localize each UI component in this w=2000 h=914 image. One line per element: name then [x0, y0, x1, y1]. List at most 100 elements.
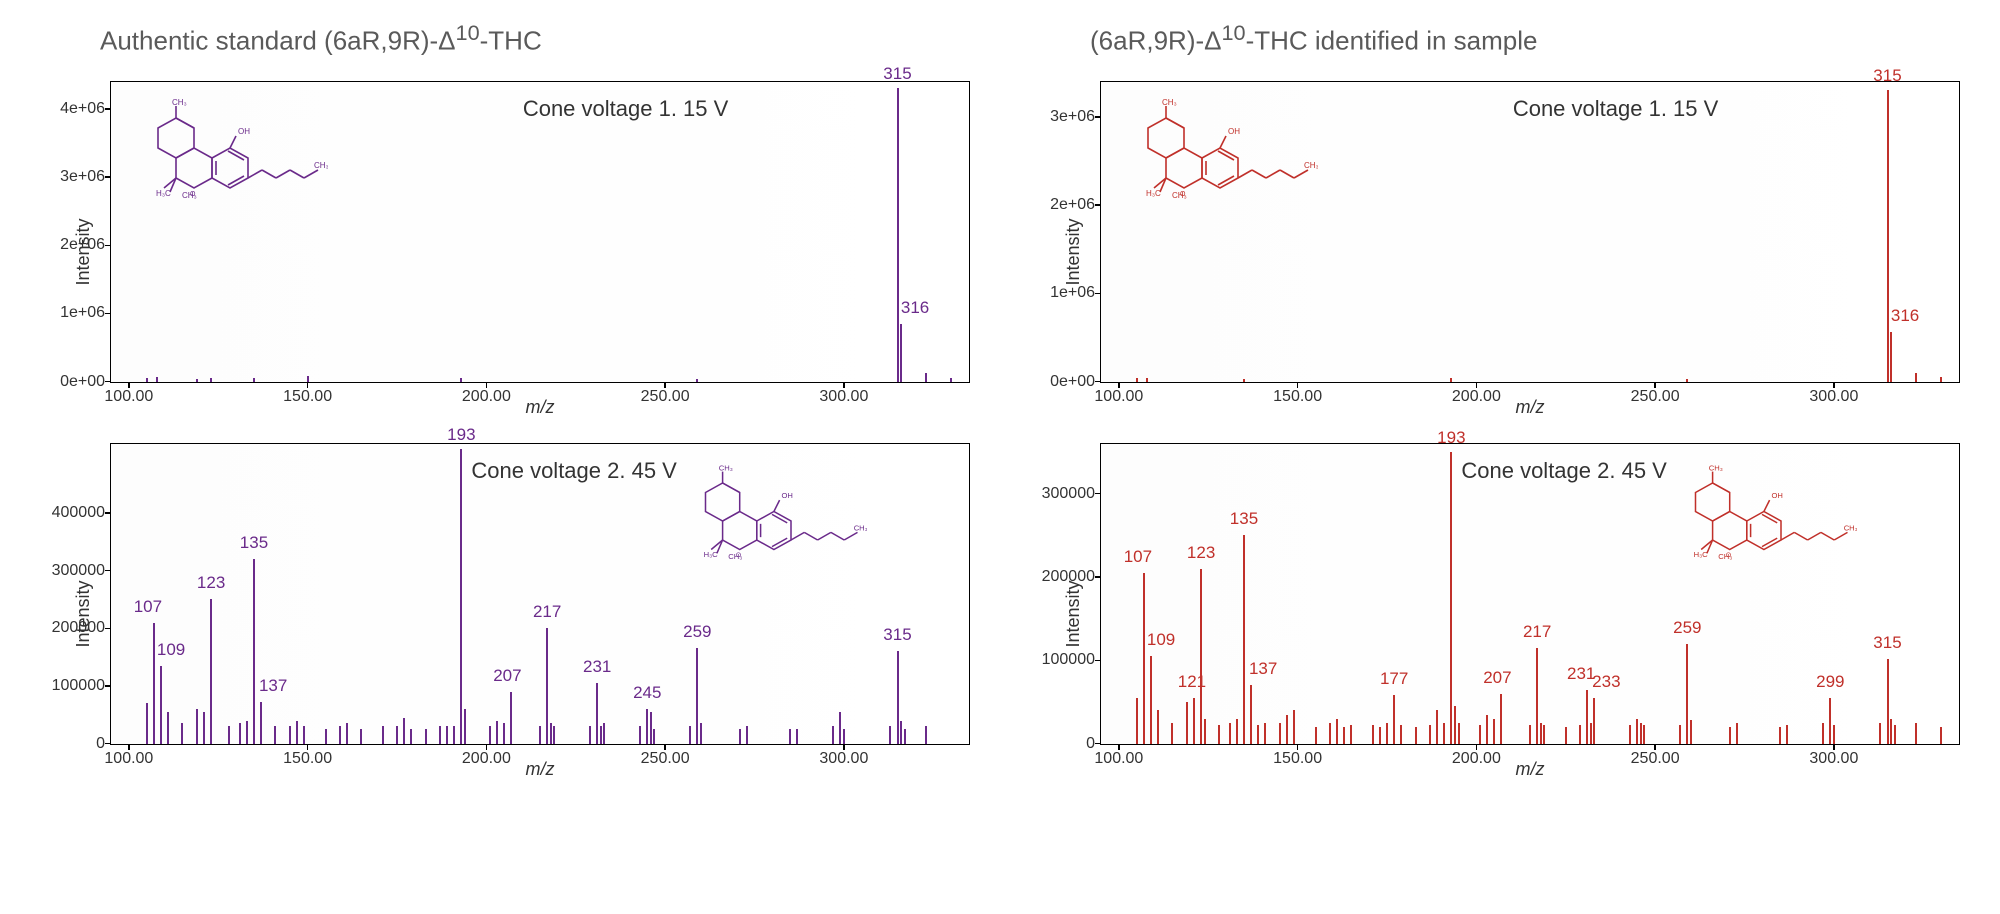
peak-bar	[396, 726, 398, 743]
peak-bar	[464, 709, 466, 744]
peak-bar	[239, 723, 241, 743]
spectrum-panel-0-1: Intensitym/zCone voltage 1. 15 V	[1030, 81, 1960, 423]
peak-bar	[1894, 725, 1896, 743]
peak-bar	[1193, 698, 1195, 744]
peak-bar	[1200, 569, 1202, 744]
peak-label: 217	[533, 602, 561, 622]
peak-label: 233	[1592, 672, 1620, 692]
peak-bar	[1243, 535, 1245, 743]
peak-bar	[228, 726, 230, 743]
peak-bar	[210, 378, 212, 382]
peak-bar	[1315, 727, 1317, 744]
y-tick-mark	[105, 628, 111, 630]
peak-bar	[360, 729, 362, 743]
x-tick-mark	[1833, 744, 1835, 750]
peak-bar	[1279, 723, 1281, 744]
x-tick-mark	[128, 382, 130, 388]
peak-bar	[1915, 373, 1917, 382]
peak-bar	[889, 726, 891, 743]
peak-bar	[1450, 452, 1452, 744]
y-tick-mark	[1095, 204, 1101, 206]
peak-bar	[739, 729, 741, 743]
peak-bar	[689, 726, 691, 743]
peak-label: 316	[901, 298, 929, 318]
y-axis-label: Intensity	[1063, 580, 1084, 647]
peak-bar	[1454, 706, 1456, 744]
x-axis-label: m/z	[1516, 759, 1545, 780]
peak-bar	[1264, 723, 1266, 744]
peak-label: 135	[240, 533, 268, 553]
peak-bar	[1450, 378, 1452, 382]
peak-bar	[746, 726, 748, 743]
peak-bar	[146, 378, 148, 382]
peak-bar	[446, 726, 448, 743]
annotation-cone-voltage: Cone voltage 1. 15 V	[1513, 96, 1718, 122]
peak-bar	[1736, 723, 1738, 744]
plot-area: m/zCone voltage 2. 45 V	[110, 443, 970, 745]
peak-bar	[1829, 698, 1831, 744]
peak-label: 316	[1891, 306, 1919, 326]
peak-bar	[1386, 723, 1388, 744]
svg-text:H₃C: H₃C	[1146, 189, 1161, 198]
peak-bar	[553, 726, 555, 743]
annotation-cone-voltage: Cone voltage 2. 45 V	[471, 458, 676, 484]
peak-bar	[260, 702, 262, 744]
plot-area: m/zCone voltage 1. 15 V	[110, 81, 970, 383]
peak-bar	[897, 651, 899, 743]
svg-text:OH: OH	[782, 491, 793, 500]
y-tick-mark	[105, 245, 111, 247]
svg-text:CH₃: CH₃	[182, 191, 197, 200]
x-tick-mark	[307, 744, 309, 750]
peak-bar	[253, 559, 255, 744]
peak-bar	[425, 729, 427, 743]
peak-bar	[1286, 715, 1288, 744]
annotation-cone-voltage: Cone voltage 1. 15 V	[523, 96, 728, 122]
molecule-structure-icon: CH₃ OH H₃C CH₃ O CH₃	[677, 464, 867, 574]
peak-bar	[925, 726, 927, 743]
peak-bar	[1779, 727, 1781, 744]
y-tick-label: 4e+06	[60, 100, 111, 118]
y-tick-label: 300000	[52, 562, 111, 580]
peak-bar	[1940, 377, 1942, 381]
peak-bar	[160, 666, 162, 744]
x-tick-mark	[1476, 744, 1478, 750]
peak-bar	[1458, 723, 1460, 744]
x-tick-mark	[843, 744, 845, 750]
peak-bar	[1940, 727, 1942, 744]
peak-bar	[1579, 725, 1581, 743]
peak-bar	[1729, 727, 1731, 744]
svg-text:CH₃: CH₃	[729, 552, 743, 561]
svg-text:CH₃: CH₃	[1719, 552, 1733, 561]
y-tick-label: 3e+06	[1050, 108, 1101, 126]
peak-bar	[325, 729, 327, 743]
peak-label: 207	[1483, 668, 1511, 688]
peak-bar	[1486, 715, 1488, 744]
peak-bar	[1629, 725, 1631, 743]
peak-bar	[839, 712, 841, 744]
x-tick-mark	[1654, 744, 1656, 750]
y-axis-label: Intensity	[1063, 218, 1084, 285]
peak-bar	[1218, 725, 1220, 743]
y-tick-label: 0e+00	[1050, 373, 1101, 391]
peak-bar	[1157, 710, 1159, 743]
peak-bar	[410, 729, 412, 743]
peak-label: 109	[1147, 630, 1175, 650]
peak-bar	[1293, 710, 1295, 743]
peak-bar	[950, 378, 952, 382]
peak-bar	[596, 683, 598, 744]
x-tick-mark	[1297, 744, 1299, 750]
y-tick-mark	[105, 176, 111, 178]
peak-bar	[460, 378, 462, 381]
peak-bar	[253, 378, 255, 381]
peak-label: 193	[1437, 428, 1465, 448]
peak-label: 135	[1230, 509, 1258, 529]
peak-bar	[904, 729, 906, 743]
x-tick-mark	[1833, 382, 1835, 388]
peak-bar	[382, 726, 384, 743]
peak-bar	[196, 709, 198, 744]
peak-bar	[603, 723, 605, 743]
x-tick-mark	[1118, 382, 1120, 388]
peak-label: 123	[197, 573, 225, 593]
peak-bar	[1443, 723, 1445, 744]
peak-bar	[346, 723, 348, 743]
